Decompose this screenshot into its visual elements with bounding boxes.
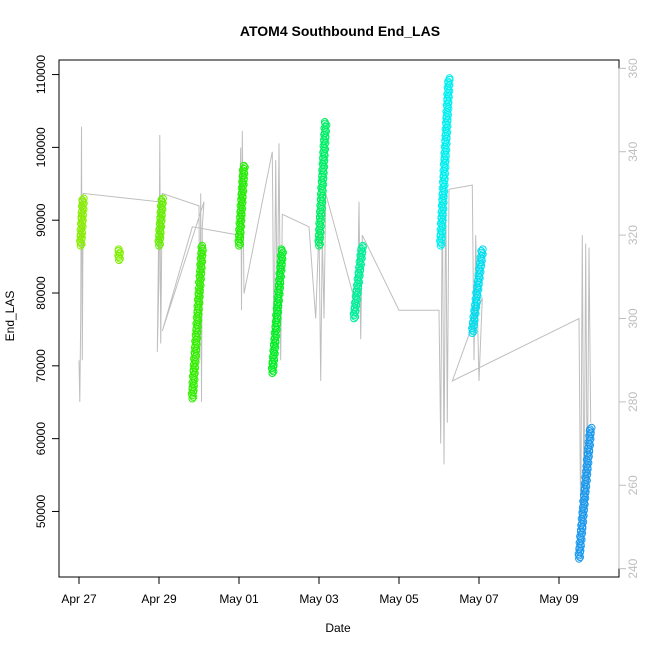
secondary-series-line — [78, 126, 592, 528]
scatter-series-8 — [349, 241, 367, 323]
data-point — [198, 241, 207, 250]
data-point — [320, 118, 329, 126]
y2-tick-label: 300 — [626, 308, 640, 328]
y-axis-label: End_LAS — [3, 291, 17, 342]
data-point — [241, 163, 249, 172]
x-axis-label: Date — [325, 621, 351, 635]
data-point — [197, 243, 206, 252]
y-tick-label: 70000 — [34, 349, 48, 383]
y2-tick-label: 280 — [626, 392, 640, 412]
data-point — [587, 428, 595, 437]
data-point — [477, 247, 486, 255]
scatter-series-10 — [468, 245, 487, 338]
data-point — [586, 425, 594, 434]
data-point — [321, 122, 330, 131]
scatter-series-9 — [436, 74, 454, 250]
axes: Apr 27 Apr 29 May 01 May 03 May 05 May 07 May … — [34, 55, 640, 606]
data-points — [76, 74, 596, 563]
scatter-series-7 — [314, 118, 331, 250]
scatter-series-4 — [187, 241, 207, 403]
y-tick-label: 110000 — [34, 55, 48, 94]
x-tick-label: May 01 — [219, 592, 259, 606]
data-point — [478, 245, 487, 254]
secondary-series — [78, 126, 592, 528]
x-tick-label: May 03 — [299, 592, 339, 606]
y-tick-label: 50000 — [34, 494, 48, 528]
data-point — [159, 194, 167, 203]
scatter-series-1 — [76, 194, 88, 250]
scatter-series-5 — [234, 161, 249, 250]
y2-tick-label: 240 — [626, 558, 640, 578]
y2-tick-label: 340 — [626, 141, 640, 161]
y-tick-label: 100000 — [34, 127, 48, 167]
scatter-series-2 — [114, 245, 124, 265]
data-point — [157, 196, 166, 204]
scatter-series-6 — [267, 245, 287, 378]
data-point — [277, 245, 286, 254]
scatter-series-11 — [574, 423, 596, 563]
plot-frame — [58, 59, 620, 578]
plot-box — [58, 59, 620, 578]
y2-tick-label: 360 — [626, 58, 640, 78]
y-tick-label: 80000 — [34, 276, 48, 310]
data-point — [358, 241, 367, 250]
data-point — [198, 245, 207, 253]
x-tick-label: May 09 — [539, 592, 579, 606]
data-point — [114, 245, 123, 254]
data-point — [239, 164, 248, 173]
x-tick-label: May 07 — [459, 592, 499, 606]
data-point — [587, 423, 596, 432]
data-point — [239, 161, 248, 170]
x-tick-label: May 05 — [379, 592, 419, 606]
data-point — [115, 256, 123, 265]
y-tick-label: 90000 — [34, 203, 48, 237]
y2-tick-label: 260 — [626, 475, 640, 495]
data-point — [445, 74, 454, 83]
y2-tick-label: 320 — [626, 225, 640, 245]
y-tick-label: 60000 — [34, 422, 48, 456]
scatter-series-3 — [154, 194, 167, 250]
chart-title: ATOM4 Southbound End_LAS — [240, 23, 440, 39]
x-tick-label: Apr 29 — [141, 592, 177, 606]
data-point — [78, 196, 87, 204]
data-point — [278, 250, 287, 259]
x-tick-label: Apr 27 — [61, 592, 97, 606]
data-point — [79, 194, 88, 203]
